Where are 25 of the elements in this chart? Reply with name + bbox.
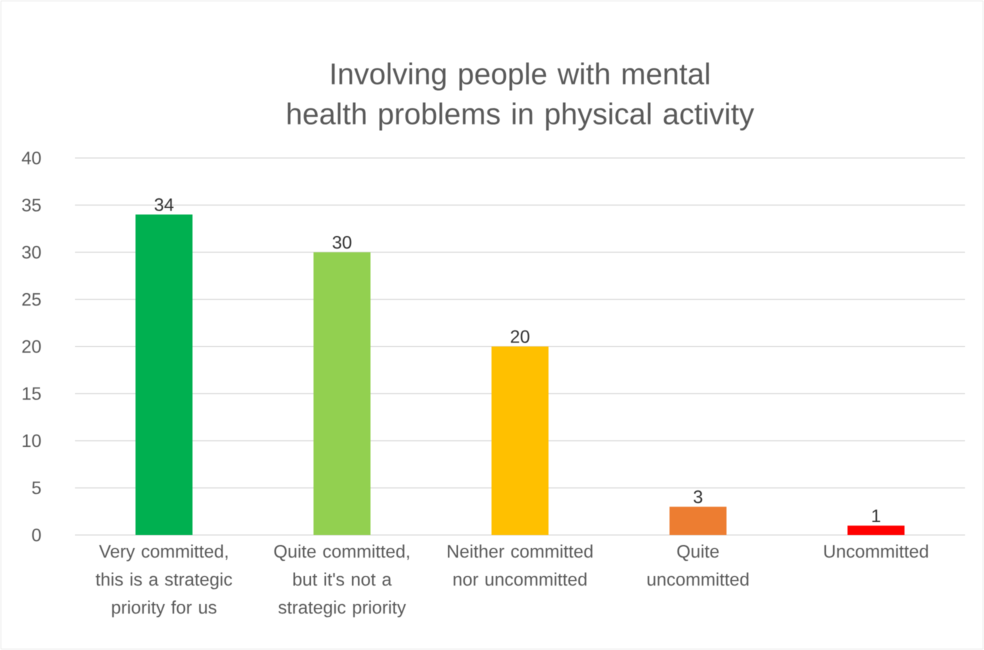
y-tick-label: 20 [22,340,41,353]
y-tick-label: 25 [22,292,41,306]
y-tick-label: 30 [22,246,41,259]
x-tick-label: Quite committed, but it's not a strategic priority [274,544,409,618]
x-tick-label: Neither committed nor uncommitted [448,544,592,586]
x-tick-label: Quite uncommitted [648,544,748,586]
x-tick-label: Uncommitted [824,544,928,558]
bar [492,346,549,535]
y-tick-label: 10 [22,434,41,448]
data-label: 30 [332,236,352,249]
x-tick-label: Very committed, this is a strategic priority for us [96,544,232,618]
data-label: 34 [154,198,174,212]
y-tick-label: 15 [22,387,41,400]
data-label: 3 [694,490,702,504]
y-tick-label: 0 [32,528,41,542]
y-tick-label: 5 [32,482,41,494]
y-tick-label: 35 [22,198,41,212]
bar [314,252,371,535]
bar [136,214,192,535]
y-tick-label: 40 [22,152,41,164]
data-label: 20 [510,330,530,343]
bar [848,526,905,535]
chart-title: Involving people with mental health problems in physical activity [288,62,754,130]
data-label: 1 [872,510,880,522]
bar [670,506,727,535]
